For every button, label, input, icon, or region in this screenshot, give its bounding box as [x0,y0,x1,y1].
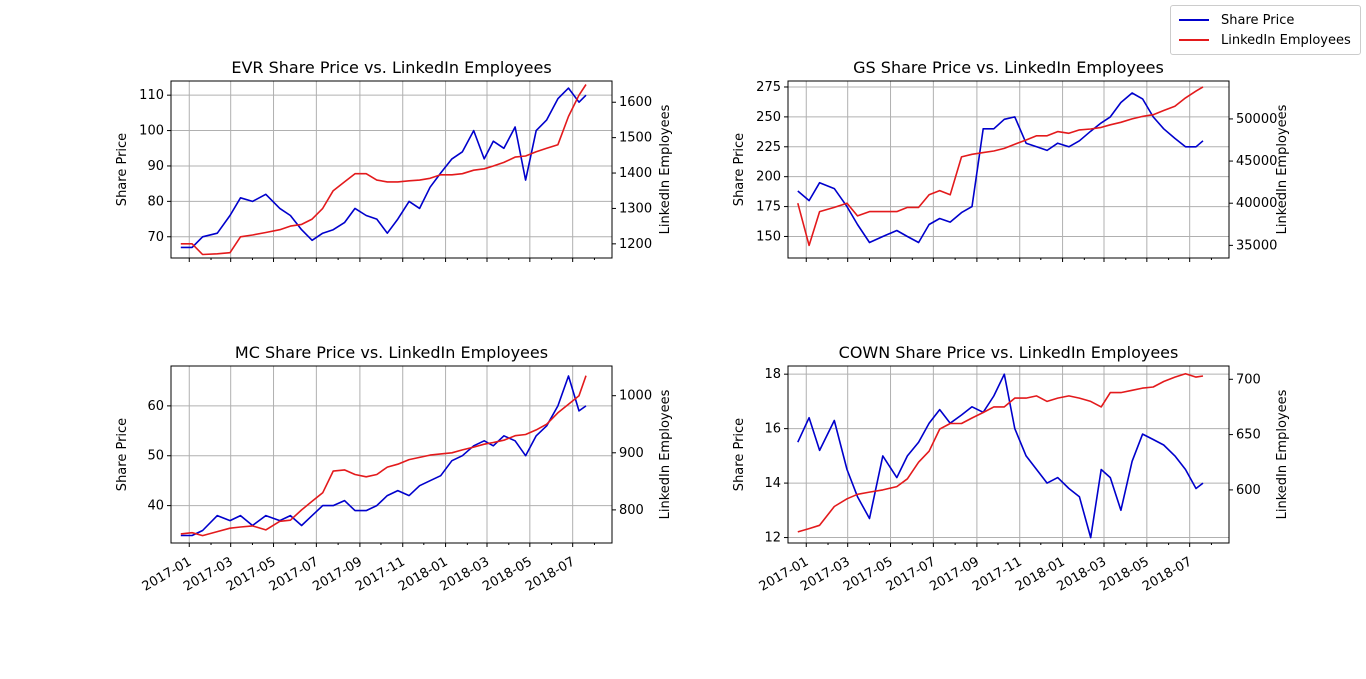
chart1-ytick-label-70: 70 [147,230,164,245]
legend-label-linkedin-employees: LinkedIn Employees [1221,32,1351,48]
chart2-y2tick-label-35000: 35000 [1236,238,1277,253]
chart2-ylabel: Share Price [732,133,747,206]
chart3-xtick-label-2018-07: 2018-07 [523,554,578,594]
chart3-plot-frame [170,365,613,544]
chart4-title: COWN Share Price vs. LinkedIn Employees [839,343,1179,362]
chart3-title: MC Share Price vs. LinkedIn Employees [235,343,548,362]
chart2-ytick-label-175: 175 [756,200,781,215]
chart3-ylabel: Share Price [115,418,130,491]
chart3-y2label: LinkedIn Employees [658,389,673,519]
chart1-ytick-label-90: 90 [147,159,164,174]
chart2-y2tick-label-45000: 45000 [1236,154,1277,169]
chart1-y2tick-label-1500: 1500 [619,131,652,146]
chart1-plot-frame [170,80,613,259]
chart2-plot-frame [787,80,1230,259]
chart4-y2tick-label-600: 600 [1236,483,1261,498]
legend-entry-linkedin-employees: LinkedIn Employees [1179,31,1351,49]
chart4-ytick-label-12: 12 [764,531,781,546]
chart2-series-share-price [797,92,1204,244]
chart3-y2tick-label-1000: 1000 [619,389,652,404]
chart3-ytick-label-50: 50 [147,449,164,464]
chart4-series-share-price [797,373,1204,539]
chart3-ytick-label-40: 40 [147,499,164,514]
legend-swatch-linkedin-employees [1179,39,1209,41]
chart4-y2label: LinkedIn Employees [1275,389,1290,519]
chart2-ytick-label-225: 225 [756,140,781,155]
chart3-y2tick-label-900: 900 [619,446,644,461]
chart1-y2label: LinkedIn Employees [658,104,673,234]
chart4-ylabel: Share Price [732,418,747,491]
chart1-ytick-label-80: 80 [147,194,164,209]
chart2-ytick-label-275: 275 [756,80,781,95]
chart1-y2tick-label-1300: 1300 [619,201,652,216]
legend-swatch-share-price [1179,19,1209,21]
chart3-series-share-price [180,375,587,537]
chart4-ytick-label-16: 16 [764,422,781,437]
chart1-series-linkedin-employees [180,84,587,256]
chart3-series-linkedin-employees [180,375,587,537]
chart1-ylabel: Share Price [115,133,130,206]
chart4-ytick-label-18: 18 [764,367,781,382]
chart2-y2tick-label-40000: 40000 [1236,196,1277,211]
chart4-ytick-label-14: 14 [764,476,781,491]
chart1-y2tick-label-1400: 1400 [619,166,652,181]
chart3-ytick-label-60: 60 [147,399,164,414]
chart3-y2tick-label-800: 800 [619,503,644,518]
chart4-y2tick-label-650: 650 [1236,428,1261,443]
chart2-ytick-label-250: 250 [756,110,781,125]
chart4-plot-frame [787,365,1230,544]
chart3-xtick-label-2017-07: 2017-07 [267,554,322,594]
chart1-y2tick-label-1600: 1600 [619,95,652,110]
figure-legend: Share Price LinkedIn Employees [1170,5,1361,55]
chart1-title: EVR Share Price vs. LinkedIn Employees [231,58,551,77]
chart1-series-share-price [180,87,587,249]
chart2-ytick-label-200: 200 [756,170,781,185]
chart1-y2tick-label-1200: 1200 [619,237,652,252]
chart1-ytick-label-110: 110 [139,88,164,103]
chart2-ytick-label-150: 150 [756,229,781,244]
chart2-y2tick-label-50000: 50000 [1236,112,1277,127]
legend-label-share-price: Share Price [1221,12,1295,28]
chart2-y2label: LinkedIn Employees [1275,104,1290,234]
legend-entry-share-price: Share Price [1179,11,1294,29]
chart4-series-linkedin-employees [797,372,1204,533]
chart4-xtick-label-2018-07: 2018-07 [1140,554,1195,594]
chart2-series-linkedin-employees [797,86,1204,247]
chart4-y2tick-label-700: 700 [1236,372,1261,387]
chart2-title: GS Share Price vs. LinkedIn Employees [853,58,1164,77]
chart1-ytick-label-100: 100 [139,124,164,139]
chart4-xtick-label-2017-07: 2017-07 [884,554,939,594]
